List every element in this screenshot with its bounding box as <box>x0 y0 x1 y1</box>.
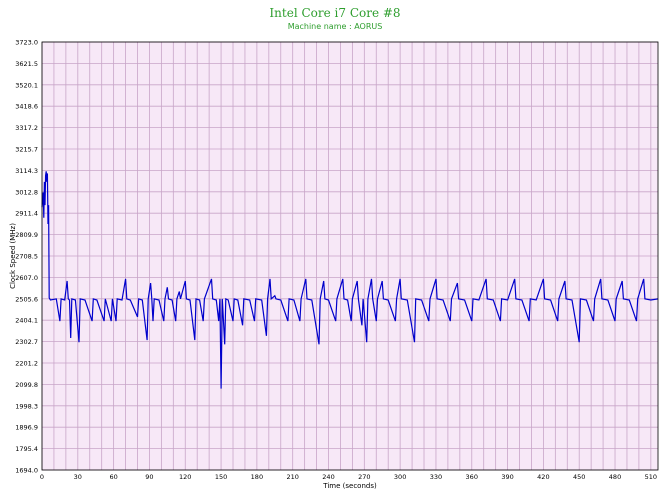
y-tick-label: 3012.8 <box>15 188 38 196</box>
x-tick-label: 390 <box>501 473 513 481</box>
x-tick-label: 420 <box>537 473 549 481</box>
x-tick-label: 150 <box>215 473 227 481</box>
x-tick-label: 30 <box>74 473 82 481</box>
x-tick-label: 0 <box>40 473 44 481</box>
y-tick-label: 1795.4 <box>15 445 38 453</box>
y-tick-label: 1694.0 <box>15 467 38 475</box>
plot-border <box>41 41 659 471</box>
y-tick-label: 2404.1 <box>15 317 38 325</box>
grid-lines <box>41 41 658 471</box>
x-axis-ticks: 0 30 60 90 120 150 180 210 240 270 300 330 360 390 420… <box>40 473 657 481</box>
x-tick-label: 120 <box>179 473 191 481</box>
y-tick-label: 3317.2 <box>15 124 38 132</box>
y-tick-label: 3418.6 <box>15 103 38 111</box>
y-tick-label: 2809.9 <box>15 231 38 239</box>
y-tick-label: 2201.2 <box>15 360 38 368</box>
x-tick-label: 90 <box>145 473 153 481</box>
y-tick-label: 2099.8 <box>15 381 38 389</box>
y-tick-label: 3520.1 <box>15 81 38 89</box>
x-tick-label: 450 <box>573 473 585 481</box>
x-tick-label: 360 <box>466 473 478 481</box>
y-tick-label: 2302.7 <box>15 338 38 346</box>
y-tick-label: 1998.3 <box>15 402 38 410</box>
x-tick-label: 270 <box>358 473 370 481</box>
x-tick-label: 480 <box>609 473 621 481</box>
y-tick-label: 3723.0 <box>15 39 38 47</box>
x-tick-label: 300 <box>394 473 406 481</box>
x-tick-label: 510 <box>645 473 657 481</box>
y-tick-label: 2607.0 <box>15 274 38 282</box>
y-tick-label: 3215.7 <box>15 146 38 154</box>
x-tick-label: 180 <box>251 473 263 481</box>
y-tick-label: 3621.5 <box>15 60 38 68</box>
series-line <box>41 171 659 389</box>
x-tick-label: 60 <box>109 473 117 481</box>
x-tick-label: 240 <box>322 473 334 481</box>
y-tick-label: 2911.4 <box>15 210 38 218</box>
x-tick-label: 210 <box>286 473 298 481</box>
chart-subtitle: Machine name : AORUS <box>287 22 383 31</box>
y-tick-label: 2505.6 <box>15 295 38 303</box>
y-tick-label: 2708.5 <box>15 253 38 261</box>
y-axis-label: Clock Speed (MHz) <box>9 223 17 289</box>
y-tick-label: 3114.3 <box>15 167 38 175</box>
y-axis-ticks: 1694.0 1795.4 1896.9 1998.3 2099.8 2201.2 2302… <box>15 39 38 475</box>
y-tick-label: 1896.9 <box>15 424 38 432</box>
x-axis-label: Time (seconds) <box>322 482 377 490</box>
chart-title: Intel Core i7 Core #8 <box>269 6 401 20</box>
x-tick-label: 330 <box>430 473 442 481</box>
